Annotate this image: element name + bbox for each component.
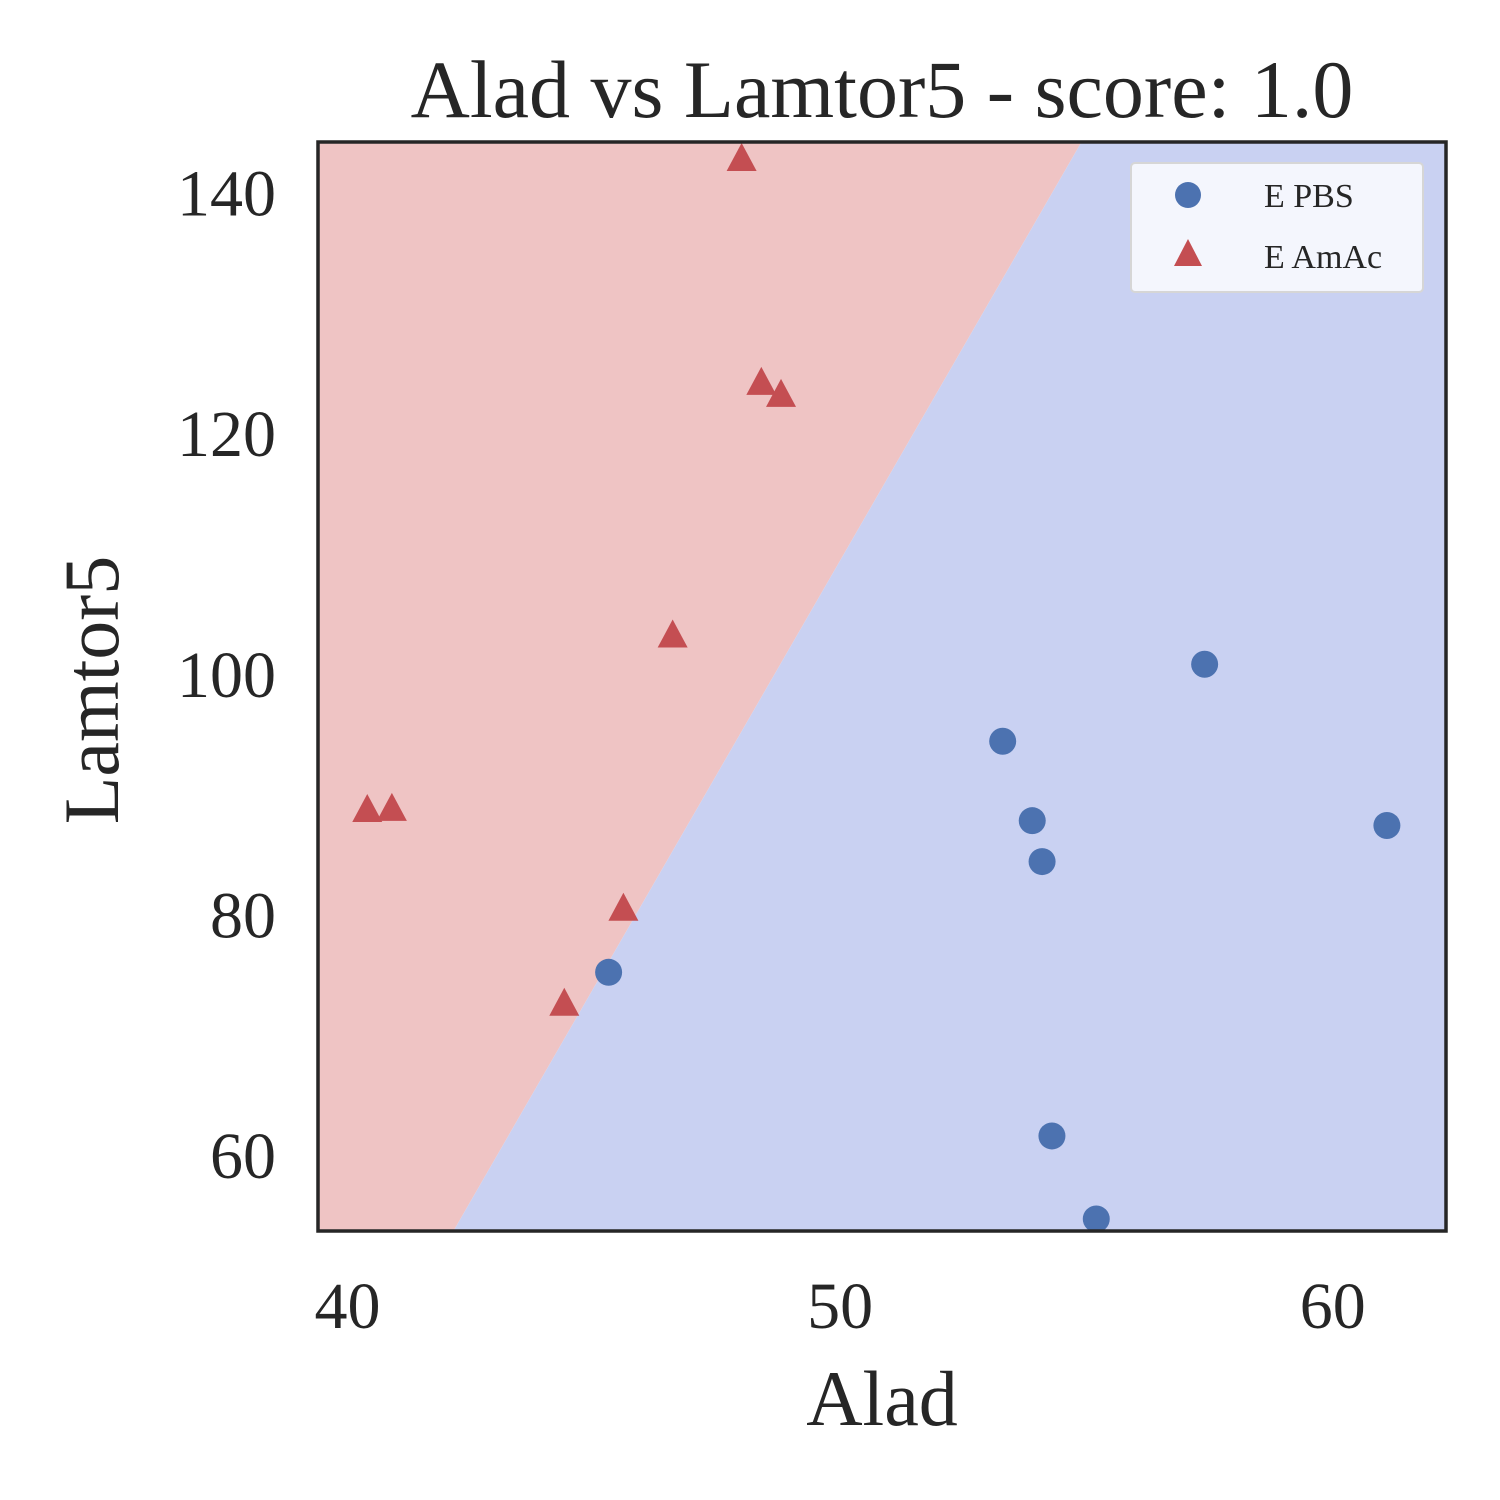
point-e-amac [352, 794, 383, 823]
plot-area [318, 142, 1447, 1233]
legend: E PBS E AmAc [1130, 162, 1424, 293]
legend-label-e-amac: E AmAc [1264, 239, 1382, 276]
point-e-amac [657, 619, 688, 648]
point-e-amac [746, 366, 777, 395]
y-tick-label: 120 [177, 398, 276, 471]
legend-box [1130, 162, 1424, 293]
point-e-amac [549, 987, 580, 1016]
point-e-pbs [595, 958, 623, 986]
point-e-amac [766, 378, 797, 407]
point-e-pbs [1028, 848, 1056, 876]
x-axis-ticks: 40 50 60 [315, 1270, 1366, 1343]
point-e-pbs [1191, 650, 1219, 678]
legend-label-e-pbs: E PBS [1264, 178, 1354, 215]
point-e-amac [376, 792, 407, 821]
point-e-pbs [1038, 1122, 1066, 1150]
region-e-pbs [453, 142, 1447, 1231]
y-tick-label: 60 [210, 1120, 276, 1193]
chart-title: Alad vs Lamtor5 - score: 1.0 [411, 44, 1354, 135]
point-e-pbs [989, 727, 1017, 755]
y-axis-label: Lamtor5 [48, 556, 135, 825]
legend-marker-e-pbs [1175, 182, 1201, 208]
x-tick-label: 50 [807, 1270, 873, 1343]
region-e-amac [318, 142, 1082, 1231]
point-e-pbs [1082, 1205, 1110, 1233]
point-e-pbs [1373, 811, 1401, 839]
x-tick-label: 60 [1300, 1270, 1366, 1343]
y-tick-label: 140 [177, 158, 276, 231]
x-tick-label: 40 [315, 1270, 381, 1343]
legend-marker-e-amac [1174, 239, 1202, 266]
point-e-amac [608, 892, 639, 921]
x-axis-label: Alad [806, 1355, 958, 1442]
y-tick-label: 80 [210, 880, 276, 953]
plot-frame [316, 140, 1448, 1233]
y-tick-label: 100 [177, 639, 276, 712]
point-e-amac [726, 143, 757, 172]
y-axis-ticks: 60 80 100 120 140 [177, 158, 276, 1194]
point-e-pbs [1018, 807, 1046, 835]
